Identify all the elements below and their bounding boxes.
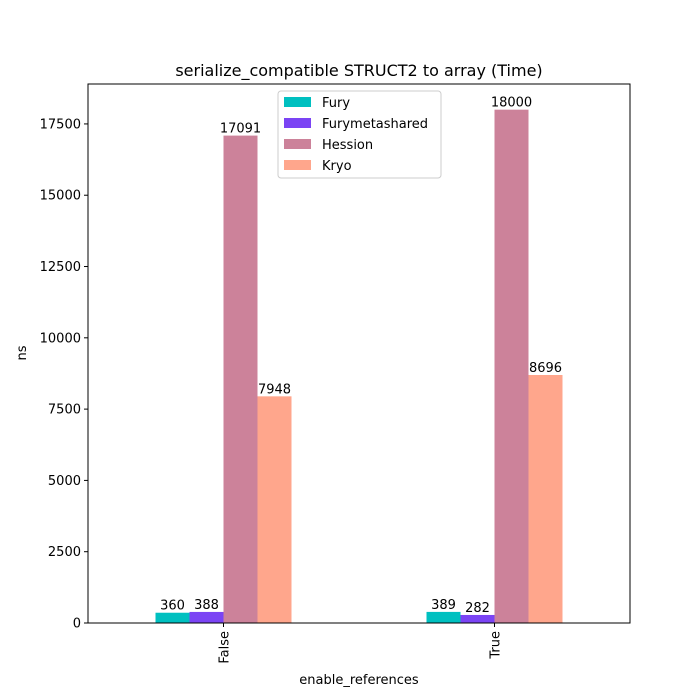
bar-label-fury-true: 389	[431, 598, 456, 613]
bar-fury-true	[426, 611, 461, 623]
legend-label-hession: Hession	[322, 138, 373, 153]
bar-furymetashared-true	[460, 614, 495, 623]
bar-label-hession-true: 18000	[491, 96, 532, 111]
x-tick-label-true: True	[489, 631, 504, 660]
chart-title: serialize_compatible STRUCT2 to array (T…	[175, 61, 542, 81]
bar-hession-false	[223, 135, 258, 623]
y-tick-label-17500: 17500	[40, 117, 81, 132]
bars-group	[155, 109, 563, 623]
bar-furymetashared-false	[189, 611, 224, 623]
x-axis: False True	[218, 623, 504, 664]
y-tick-label-5000: 5000	[48, 474, 81, 489]
bar-fury-false	[155, 612, 190, 623]
bar-kryo-false	[257, 396, 292, 623]
y-tick-label-2500: 2500	[48, 545, 81, 560]
legend-label-kryo: Kryo	[322, 159, 352, 174]
legend-swatch-hession	[284, 139, 311, 149]
legend-label-fury: Fury	[322, 96, 350, 111]
y-tick-label-10000: 10000	[40, 331, 81, 346]
x-tick-label-false: False	[218, 631, 233, 664]
y-axis: 0 2500 5000 7500 10000 12500 15000 17500	[40, 117, 88, 632]
legend-frame	[277, 90, 442, 179]
y-tick-label-15000: 15000	[40, 189, 81, 204]
legend-swatch-kryo	[284, 160, 311, 170]
bar-hession-true	[494, 109, 529, 623]
bar-label-furymetashared-true: 282	[465, 601, 490, 616]
y-tick-label-12500: 12500	[40, 260, 81, 275]
bar-label-hession-false: 17091	[220, 122, 261, 137]
legend-items: Fury Furymetashared Hession Kryo	[284, 96, 428, 174]
bar-label-kryo-false: 7948	[258, 382, 291, 397]
y-tick-label-7500: 7500	[48, 403, 81, 418]
y-tick-label-0: 0	[73, 617, 81, 632]
bar-label-furymetashared-false: 388	[194, 598, 219, 613]
bar-label-kryo-true: 8696	[529, 361, 562, 376]
legend: Fury Furymetashared Hession Kryo	[277, 90, 442, 179]
bar-label-fury-false: 360	[160, 599, 185, 614]
y-axis-label: ns	[15, 345, 30, 360]
legend-swatch-fury	[284, 97, 311, 107]
plot-frame	[87, 83, 631, 624]
legend-swatch-furymetashared	[284, 118, 311, 128]
bar-labels-group: 360 388 17091 7948 389 282 18000 8696	[160, 96, 562, 616]
legend-label-furymetashared: Furymetashared	[322, 117, 428, 132]
x-axis-label: enable_references	[299, 673, 419, 688]
bar-kryo-true	[528, 375, 563, 623]
